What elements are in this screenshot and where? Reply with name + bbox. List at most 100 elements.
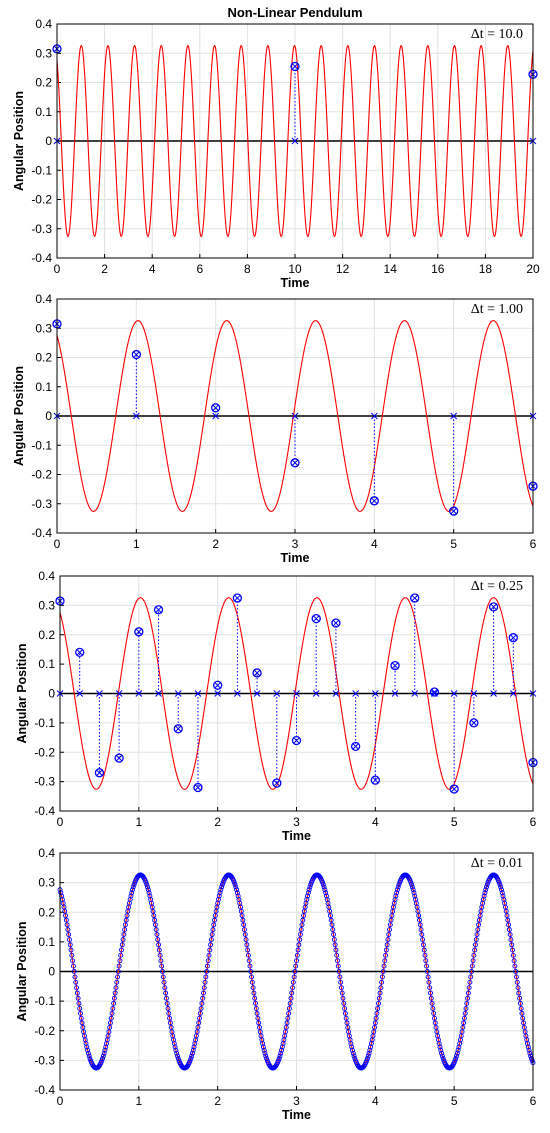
dense-sample-point <box>239 913 245 919</box>
dense-sample-point <box>253 1006 259 1011</box>
dense-sample-point <box>419 932 425 937</box>
x-tick-label: 0 <box>57 815 64 829</box>
sample-zero-marker <box>291 412 299 420</box>
dense-sample-point <box>100 1056 106 1061</box>
dense-sample-point <box>203 974 209 980</box>
dense-sample-point <box>217 890 223 896</box>
dense-sample-point <box>331 937 337 943</box>
x-tick-label: 6 <box>530 815 537 829</box>
y-tick-label: 0.4 <box>35 17 52 31</box>
dense-sample-point <box>129 890 135 896</box>
y-tick-label: -0.4 <box>34 804 55 818</box>
dense-sample-point <box>499 890 505 896</box>
x-tick-label: 6 <box>530 1094 537 1108</box>
cross-stroke <box>234 595 241 601</box>
dense-sample-point <box>471 952 477 958</box>
dense-sample-point <box>67 937 72 943</box>
sample-point <box>508 633 518 643</box>
dense-sample-point <box>240 917 246 923</box>
dense-sample-point <box>195 1024 201 1030</box>
dense-sample-point <box>375 1006 381 1011</box>
dense-sample-point <box>219 882 225 887</box>
dense-sample-point <box>497 882 503 887</box>
dense-sample-point <box>290 979 296 985</box>
x-tick-label: 2 <box>214 815 221 829</box>
dense-sample-point <box>79 1020 85 1026</box>
dense-sample-point <box>74 990 80 996</box>
x-tick-label: 0 <box>54 262 61 276</box>
dense-sample-point <box>151 913 157 919</box>
cross-stroke <box>292 459 298 466</box>
y-tick-label: 0 <box>48 687 55 701</box>
dense-sample-point <box>473 937 479 943</box>
series-curve <box>59 597 534 790</box>
dense-sample-point <box>85 1050 91 1056</box>
sample-zero-marker <box>132 412 140 420</box>
dense-sample-point <box>384 942 390 948</box>
dense-sample-point <box>376 995 382 1001</box>
dense-sample-point <box>428 990 433 996</box>
dense-sample-point <box>516 990 522 996</box>
dense-sample-point <box>297 937 303 943</box>
sample-point <box>369 496 379 506</box>
dense-sample-point <box>299 922 305 928</box>
dense-sample-point <box>365 1053 371 1059</box>
cross-stroke <box>292 63 298 70</box>
dense-sample-point <box>510 952 516 958</box>
dense-sample-point <box>409 884 415 890</box>
dense-sample-point <box>219 884 225 890</box>
dense-sample-point <box>167 1020 173 1026</box>
dense-sample-point <box>508 937 514 943</box>
dense-sample-point <box>74 985 80 991</box>
dense-sample-point <box>204 969 210 974</box>
cross-stroke <box>273 780 280 787</box>
cross-stroke <box>133 351 140 358</box>
dense-sample-point <box>335 963 341 969</box>
x-tick-label: 2 <box>212 537 219 551</box>
x-tick-label: 1 <box>135 815 142 829</box>
dense-sample-point <box>71 969 77 974</box>
dense-sample-point <box>394 887 400 893</box>
dense-sample-point <box>484 884 489 890</box>
dense-sample-point <box>62 908 68 914</box>
sample-point <box>232 593 243 603</box>
dense-sample-point <box>86 1053 92 1059</box>
dense-sample-point <box>189 1053 195 1059</box>
dense-sample-point <box>65 927 71 933</box>
dense-sample-point <box>461 1020 467 1026</box>
sample-point <box>469 718 479 728</box>
dense-sample-point <box>252 995 258 1001</box>
dense-sample-point <box>378 985 384 991</box>
dense-sample-point <box>113 985 119 991</box>
dense-sample-point <box>300 917 306 923</box>
sample-zero-marker <box>332 690 340 697</box>
cross-stroke <box>291 412 299 420</box>
sample-point <box>311 613 321 624</box>
dense-sample-point <box>476 917 482 923</box>
sample-zero-marker <box>370 412 378 420</box>
y-tick-label: -0.1 <box>34 716 55 730</box>
sample-circle <box>193 782 203 793</box>
sample-circle <box>211 403 221 413</box>
dense-sample-point <box>205 958 211 964</box>
sample-point <box>114 753 124 763</box>
dense-sample-point <box>249 979 255 985</box>
y-tick-label: -0.3 <box>34 1053 55 1067</box>
cross-stroke <box>490 690 497 697</box>
dense-sample-point <box>209 932 215 937</box>
sample-zero-marker <box>214 690 222 697</box>
dense-sample-point <box>484 882 490 887</box>
sample-circle <box>390 660 400 671</box>
sample-circle <box>114 753 124 763</box>
x-tick-label: 3 <box>293 1094 300 1108</box>
dense-sample-point <box>472 947 478 953</box>
dense-sample-point <box>376 1000 381 1006</box>
sample-point <box>173 724 183 734</box>
cross-stroke <box>76 649 83 656</box>
dense-sample-point <box>233 884 239 890</box>
dense-sample-point <box>463 1006 469 1011</box>
sample-circle <box>131 349 141 360</box>
dense-sample-point <box>430 1006 436 1011</box>
dense-sample-point <box>301 913 307 919</box>
